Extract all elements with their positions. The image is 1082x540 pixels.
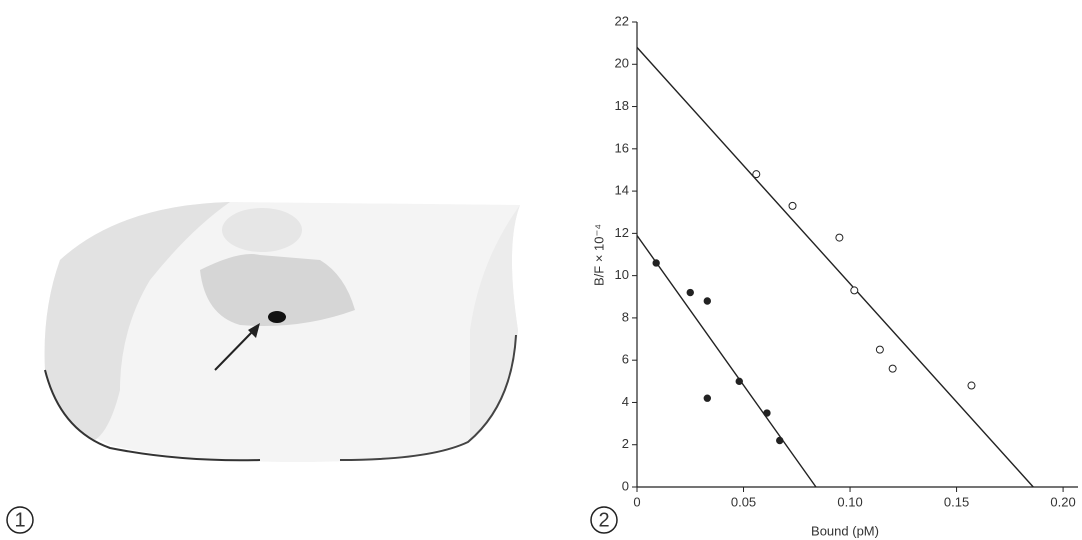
y-tick-label: 6: [622, 352, 629, 367]
fit-line: [636, 46, 1034, 488]
x-tick-label: 0.20: [1050, 494, 1075, 509]
y-tick-label: 2: [622, 436, 629, 451]
panel-label: 2: [590, 506, 618, 534]
point: [967, 381, 976, 390]
x-tick-label: 0: [633, 494, 640, 509]
point: [652, 259, 660, 267]
point: [703, 297, 712, 305]
x-tick-label: 0.05: [731, 494, 756, 509]
point: [835, 233, 844, 242]
y-tick-label: 8: [622, 309, 629, 324]
y-tick-label: 4: [622, 394, 629, 409]
point: [686, 288, 694, 297]
point: [735, 377, 743, 386]
y-tick-label: 0: [622, 478, 629, 493]
point: [850, 286, 859, 295]
point: [752, 170, 761, 179]
brain-section: [44, 202, 520, 462]
y-tick-label: 16: [615, 140, 629, 155]
panel-label: 1: [6, 506, 34, 534]
y-tick-label: 18: [615, 98, 629, 113]
x-tick-label: 0.15: [944, 494, 969, 509]
y-tick-label: 20: [615, 56, 629, 71]
panel-number: 1: [14, 509, 25, 531]
y-tick-label: 14: [615, 183, 629, 198]
point: [703, 394, 712, 402]
panel-number: 2: [598, 509, 609, 531]
point: [888, 364, 897, 373]
y-tick-label: 12: [615, 225, 629, 240]
point: [776, 436, 784, 445]
point: [875, 345, 884, 354]
point: [763, 409, 771, 417]
fit-line: [636, 235, 817, 488]
y-tick-label: 22: [615, 13, 629, 28]
point: [788, 201, 797, 210]
y-axis-label: B/F × 10⁻⁴: [591, 224, 606, 286]
x-tick-label: 0.10: [837, 494, 862, 509]
x-axis-label: Bound (pM): [811, 523, 879, 538]
y-tick-label: 10: [615, 267, 629, 282]
